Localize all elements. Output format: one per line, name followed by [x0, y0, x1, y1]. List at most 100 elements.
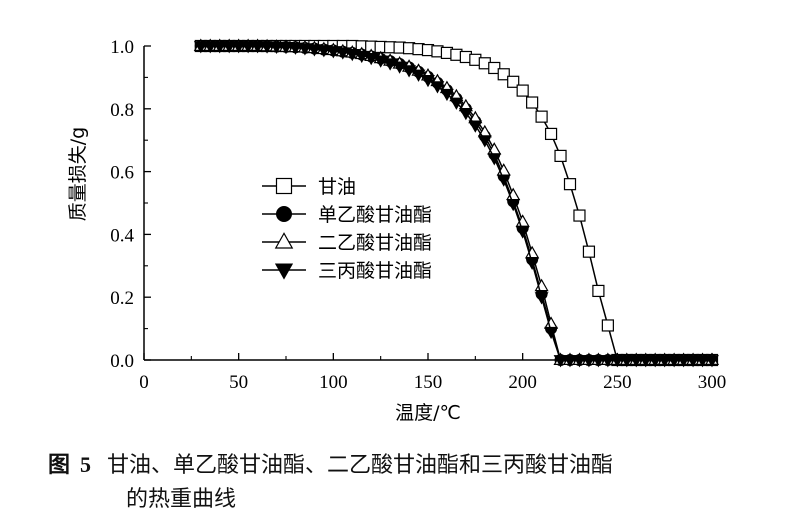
series-1-point-40: [573, 209, 586, 222]
series-4-point-37: [544, 326, 558, 340]
series-1-point-33: [507, 75, 520, 88]
series-4-point-38: [553, 355, 568, 368]
series-4-point-39: [563, 355, 577, 368]
series-4-point-50: [667, 355, 682, 368]
series-4-point-36: [534, 292, 549, 305]
caption-line-1: 图 5 甘油、单乙酸甘油酯、二乙酸甘油酯和三丙酸甘油酯: [48, 448, 788, 483]
series-1-point-37: [544, 127, 558, 141]
series-4-point-46: [629, 355, 644, 368]
series-1-point-42: [592, 284, 605, 298]
series-4-point-49: [657, 355, 672, 368]
series-4-point-48: [648, 355, 663, 368]
series-4-point-40: [572, 355, 587, 368]
series-4-point-1: [203, 41, 218, 54]
caption-text-1: 甘油、单乙酸甘油酯、二乙酸甘油酯和三丙酸甘油酯: [107, 453, 614, 478]
series-4-point-28: [458, 107, 473, 121]
series-4-point-29: [468, 120, 483, 133]
series-4-point-3: [222, 41, 237, 54]
series-4-point-5: [241, 41, 256, 54]
series-4-point-42: [591, 355, 606, 368]
series-4-point-43: [600, 355, 615, 368]
caption-text-2: 的热重曲线: [126, 487, 237, 512]
series-4-point-2: [212, 41, 227, 54]
series-3: [193, 38, 720, 365]
x-axis-label: 温度/℃: [395, 402, 461, 424]
series-4-point-15: [335, 47, 350, 60]
legend-marker-2: [276, 206, 292, 222]
series-4-point-47: [638, 355, 653, 368]
x-tick-label-3: 150: [414, 372, 443, 393]
series-4-point-31: [487, 153, 502, 166]
figure-number: 5: [80, 452, 92, 477]
series-1-point-38: [554, 149, 567, 162]
series-4-point-6: [250, 41, 265, 54]
legend-label-3: 二乙酸甘油酯: [318, 232, 432, 254]
series-4-point-35: [525, 257, 540, 271]
series-4-point-53: [695, 355, 710, 368]
series-4-point-54: [705, 355, 719, 368]
series-4-point-22: [402, 65, 416, 78]
legend-entry-2: 单乙酸甘油酯: [262, 204, 432, 226]
series-4-point-11: [298, 43, 312, 56]
figure-caption: 图 5 甘油、单乙酸甘油酯、二乙酸甘油酯和三丙酸甘油酯 的热重曲线: [48, 448, 788, 517]
legend-entry-4: 三丙酸甘油酯: [262, 260, 432, 282]
y-axis-label: 质量损失/g: [67, 127, 89, 221]
series-1-point-39: [563, 178, 577, 191]
series-4-point-51: [676, 355, 691, 368]
legend-label-1: 甘油: [318, 176, 356, 198]
series-4-point-45: [619, 355, 634, 368]
series-4-point-27: [449, 97, 464, 110]
series-4-point-30: [477, 135, 492, 148]
x-tick-label-6: 300: [698, 372, 727, 393]
series-4-point-14: [326, 46, 341, 59]
tga-chart: 0 50 100 150 200 250 300 0.0 0.2 0.4 0.6 0.8 1.0 甘油单…: [67, 37, 727, 424]
legend-label-4: 三丙酸甘油酯: [318, 260, 432, 282]
series-4: [193, 41, 719, 368]
series-4-point-52: [686, 355, 700, 368]
y-tick-label-0: 0.0: [110, 351, 134, 372]
series-3-point-37: [543, 316, 559, 329]
legend-marker-1: [275, 177, 293, 195]
figure-label: 图: [48, 452, 71, 477]
series-4-point-16: [345, 48, 360, 62]
series-4-point-12: [307, 44, 322, 57]
y-tick-label-3: 0.6: [110, 163, 134, 184]
legend-entry-3: 二乙酸甘油酯: [262, 232, 432, 254]
series-4-point-32: [496, 174, 511, 187]
series-4-point-0: [193, 41, 208, 54]
series-1-point-32: [497, 68, 510, 81]
x-tick-label-0: 0: [139, 372, 149, 393]
x-tick-label-2: 100: [319, 372, 348, 393]
series-4-point-7: [260, 41, 274, 54]
y-tick-label-5: 1.0: [110, 37, 134, 58]
series-4-point-41: [582, 355, 596, 368]
series-4-point-13: [316, 45, 331, 58]
legend-marker-4: [274, 263, 294, 280]
series-1-point-43: [601, 319, 614, 332]
series-4-point-21: [392, 61, 407, 74]
caption-line-2: 的热重曲线: [48, 483, 788, 517]
series-1-point-36: [535, 110, 548, 123]
series-1-point-31: [488, 61, 501, 75]
series-4-point-33: [506, 199, 521, 212]
y-tick-label-4: 0.8: [110, 100, 134, 121]
series-4-point-10: [288, 42, 303, 55]
y-tick-label-2: 0.4: [110, 225, 134, 246]
series-1-point-34: [516, 84, 529, 97]
legend-marker-3: [274, 232, 294, 249]
series-4-point-9: [279, 42, 293, 55]
legend-label-2: 单乙酸甘油酯: [318, 204, 432, 226]
series-4-point-26: [440, 88, 454, 102]
y-tick-label-1: 0.2: [110, 288, 134, 309]
x-tick-label-4: 200: [508, 372, 537, 393]
series-4-point-17: [354, 50, 369, 64]
series-4-point-25: [430, 81, 445, 94]
legend-entry-1: 甘油: [262, 176, 356, 198]
series-4-point-24: [421, 75, 435, 88]
series-4-point-44: [610, 355, 625, 368]
series-4-point-34: [515, 226, 530, 239]
x-tick-label-1: 50: [229, 372, 248, 393]
series-3-point-30: [477, 124, 492, 138]
series-1-point-41: [582, 245, 596, 258]
series-4-point-4: [231, 41, 246, 54]
